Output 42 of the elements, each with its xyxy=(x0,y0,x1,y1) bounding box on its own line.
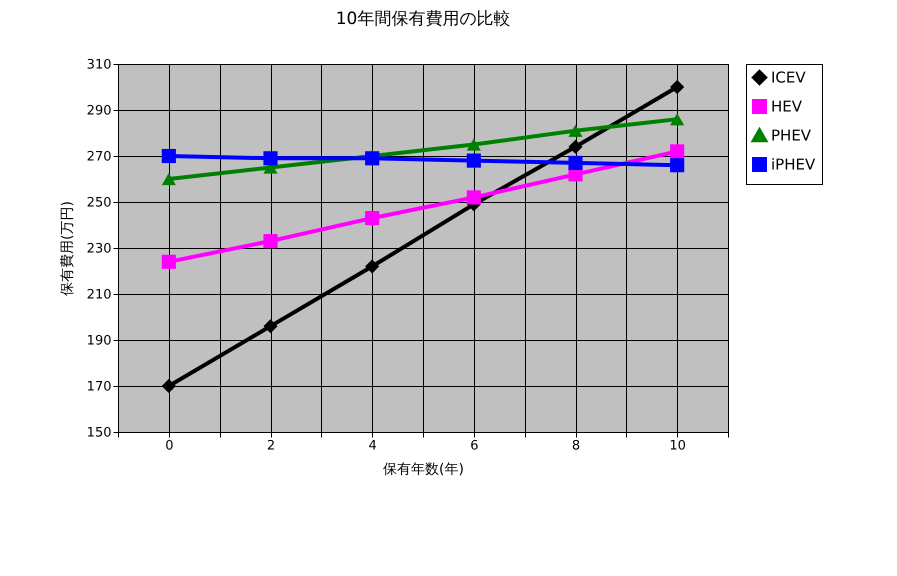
point xyxy=(263,151,278,166)
point xyxy=(162,148,176,164)
point xyxy=(263,319,278,334)
legend-label: iPHEV xyxy=(771,156,816,174)
x-axis-title: 保有年数(年) xyxy=(383,462,464,478)
y-tick-label: 270 xyxy=(86,150,112,164)
point xyxy=(263,234,278,248)
y-tick-label: 190 xyxy=(86,334,112,348)
y-tick-label: 310 xyxy=(86,58,112,72)
y-tick-label: 250 xyxy=(86,196,112,210)
y-tick-label: 290 xyxy=(86,104,112,118)
x-tick-label: 4 xyxy=(368,438,377,454)
point xyxy=(162,254,176,269)
point xyxy=(365,211,380,226)
legend-label: HEV xyxy=(771,98,803,116)
point xyxy=(568,124,583,137)
point xyxy=(670,158,684,172)
point xyxy=(670,113,684,126)
y-tick-label: 230 xyxy=(86,242,112,256)
point xyxy=(365,151,380,166)
point xyxy=(365,259,380,274)
point xyxy=(670,80,684,94)
point xyxy=(670,144,684,158)
x-tick-label: 6 xyxy=(470,438,478,454)
x-tick-label: 0 xyxy=(165,438,174,454)
point xyxy=(568,156,583,170)
y-axis-title: 保有費用(万円) xyxy=(60,201,76,296)
x-tick-label: 2 xyxy=(266,438,276,454)
point xyxy=(466,138,481,151)
point xyxy=(162,378,176,394)
chart-title: 10年間保有費用の比較 xyxy=(336,9,510,29)
x-tick-label: 10 xyxy=(669,438,686,454)
y-tick-label: 170 xyxy=(86,380,112,394)
point xyxy=(466,154,481,168)
point xyxy=(162,172,176,186)
point xyxy=(466,190,481,204)
y-tick-label: 210 xyxy=(86,288,112,302)
legend-label: ICEV xyxy=(771,68,806,86)
x-tick-label: 8 xyxy=(572,438,580,454)
legend-label: PHEV xyxy=(771,126,812,144)
point xyxy=(568,140,583,154)
y-tick-label: 150 xyxy=(86,426,112,440)
